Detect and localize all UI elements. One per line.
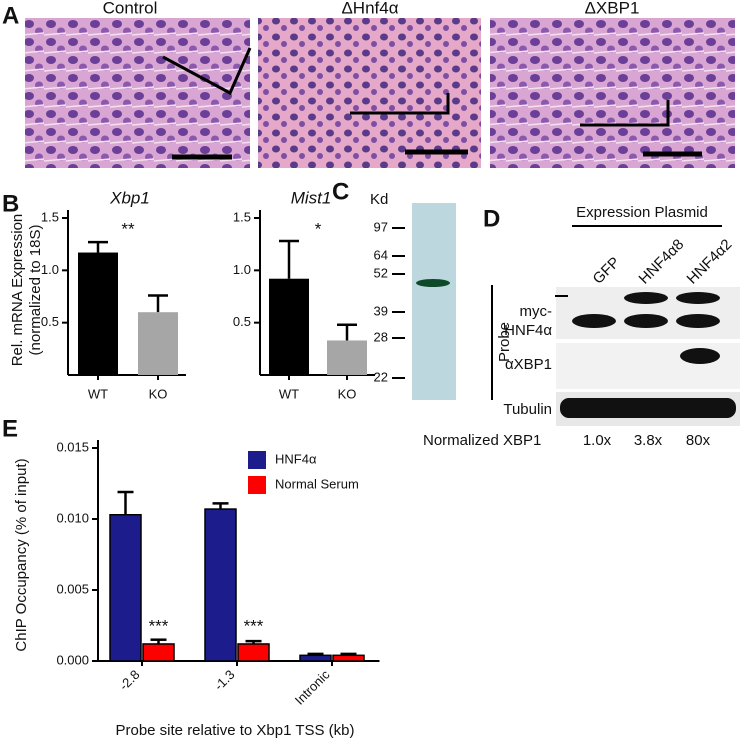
y-tick-label: 0.010: [56, 510, 89, 525]
x-tick-label: -2.8: [116, 667, 142, 693]
y-tick-label: 1.5: [41, 209, 59, 224]
marker-label: 39: [374, 303, 388, 318]
quant-value: 3.8x: [634, 432, 663, 449]
legend-swatch: [248, 451, 266, 469]
x-tick-label: Intronic: [292, 667, 333, 708]
x-tick-label: -1.3: [211, 667, 237, 693]
marker-label: 64: [374, 247, 388, 262]
panel-title: ΔXBP1: [585, 0, 640, 17]
histology-image: [258, 18, 481, 168]
unit-label: Kd: [370, 191, 388, 208]
quant-label: Normalized XBP1: [423, 432, 541, 449]
row-label: myc-: [520, 303, 553, 320]
y-axis-label: ChIP Occupancy (% of input): [13, 458, 30, 651]
lane-label: HNF4α8: [636, 236, 688, 288]
panel-letter: C: [332, 178, 349, 205]
bar: [204, 508, 237, 662]
bar: [78, 252, 118, 375]
legend-swatch: [248, 476, 266, 494]
panel-letter: B: [2, 190, 19, 217]
lane-label: HNF4α2: [684, 236, 736, 288]
y-tick-label: 0.5: [41, 314, 59, 329]
legend-label: HNF4α: [275, 451, 317, 466]
panel-letter: A: [2, 2, 19, 29]
bracket: [580, 100, 670, 127]
bar: [237, 643, 270, 662]
x-axis-label: Probe site relative to Xbp1 TSS (kb): [115, 722, 354, 739]
y-tick-label: 0.015: [56, 439, 89, 454]
chart-title: Mist1: [291, 188, 332, 207]
x-tick-label: WT: [279, 386, 299, 401]
probe-label: Probe: [496, 322, 513, 362]
quant-value: 80x: [686, 432, 711, 449]
bar: [269, 278, 309, 375]
marker-label: 22: [374, 369, 388, 384]
y-axis-label: Rel. mRNA Expression: [9, 214, 26, 367]
significance: **: [121, 219, 135, 238]
marker-label: 97: [374, 219, 388, 234]
bracket: [350, 93, 450, 115]
marker-label: 28: [374, 329, 388, 344]
x-tick-label: WT: [88, 386, 108, 401]
marker-label: 52: [374, 265, 388, 280]
significance: *: [315, 219, 322, 238]
panel-title: ΔHnf4α: [341, 0, 398, 17]
bar: [327, 340, 367, 375]
panel-letter: E: [2, 415, 18, 442]
y-tick-label: 1.0: [233, 262, 251, 277]
row-label: αXBP1: [505, 356, 552, 373]
plasmid-header: Expression Plasmid: [576, 204, 708, 221]
y-tick-label: 1.5: [233, 209, 251, 224]
legend-label: Normal Serum: [275, 476, 359, 491]
y-tick-label: 0.000: [56, 652, 89, 667]
significance: ***: [149, 616, 169, 635]
y-tick-label: 1.0: [41, 262, 59, 277]
significance: ***: [244, 616, 264, 635]
x-tick-label: KO: [338, 386, 357, 401]
lane-label: GFP: [590, 254, 624, 288]
panel-letter: D: [483, 205, 500, 232]
histology-image: [490, 18, 735, 168]
chart-title: Xbp1: [109, 188, 150, 207]
gel-strip: [412, 203, 456, 400]
y-axis-label: (normalized to 18S): [27, 225, 44, 356]
bar: [138, 312, 178, 375]
gel-band: [416, 279, 450, 287]
bar: [332, 654, 365, 662]
row-label: HNF4α: [504, 322, 552, 339]
row-label: Tubulin: [503, 401, 552, 418]
histology-image: [25, 18, 250, 168]
quant-value: 1.0x: [583, 432, 612, 449]
y-tick-label: 0.5: [233, 314, 251, 329]
panel-title: Control: [103, 0, 158, 17]
bracket: [162, 47, 252, 96]
bar: [142, 643, 175, 662]
x-tick-label: KO: [149, 386, 168, 401]
bar: [109, 513, 142, 662]
bar: [299, 654, 332, 662]
y-tick-label: 0.005: [56, 581, 89, 596]
